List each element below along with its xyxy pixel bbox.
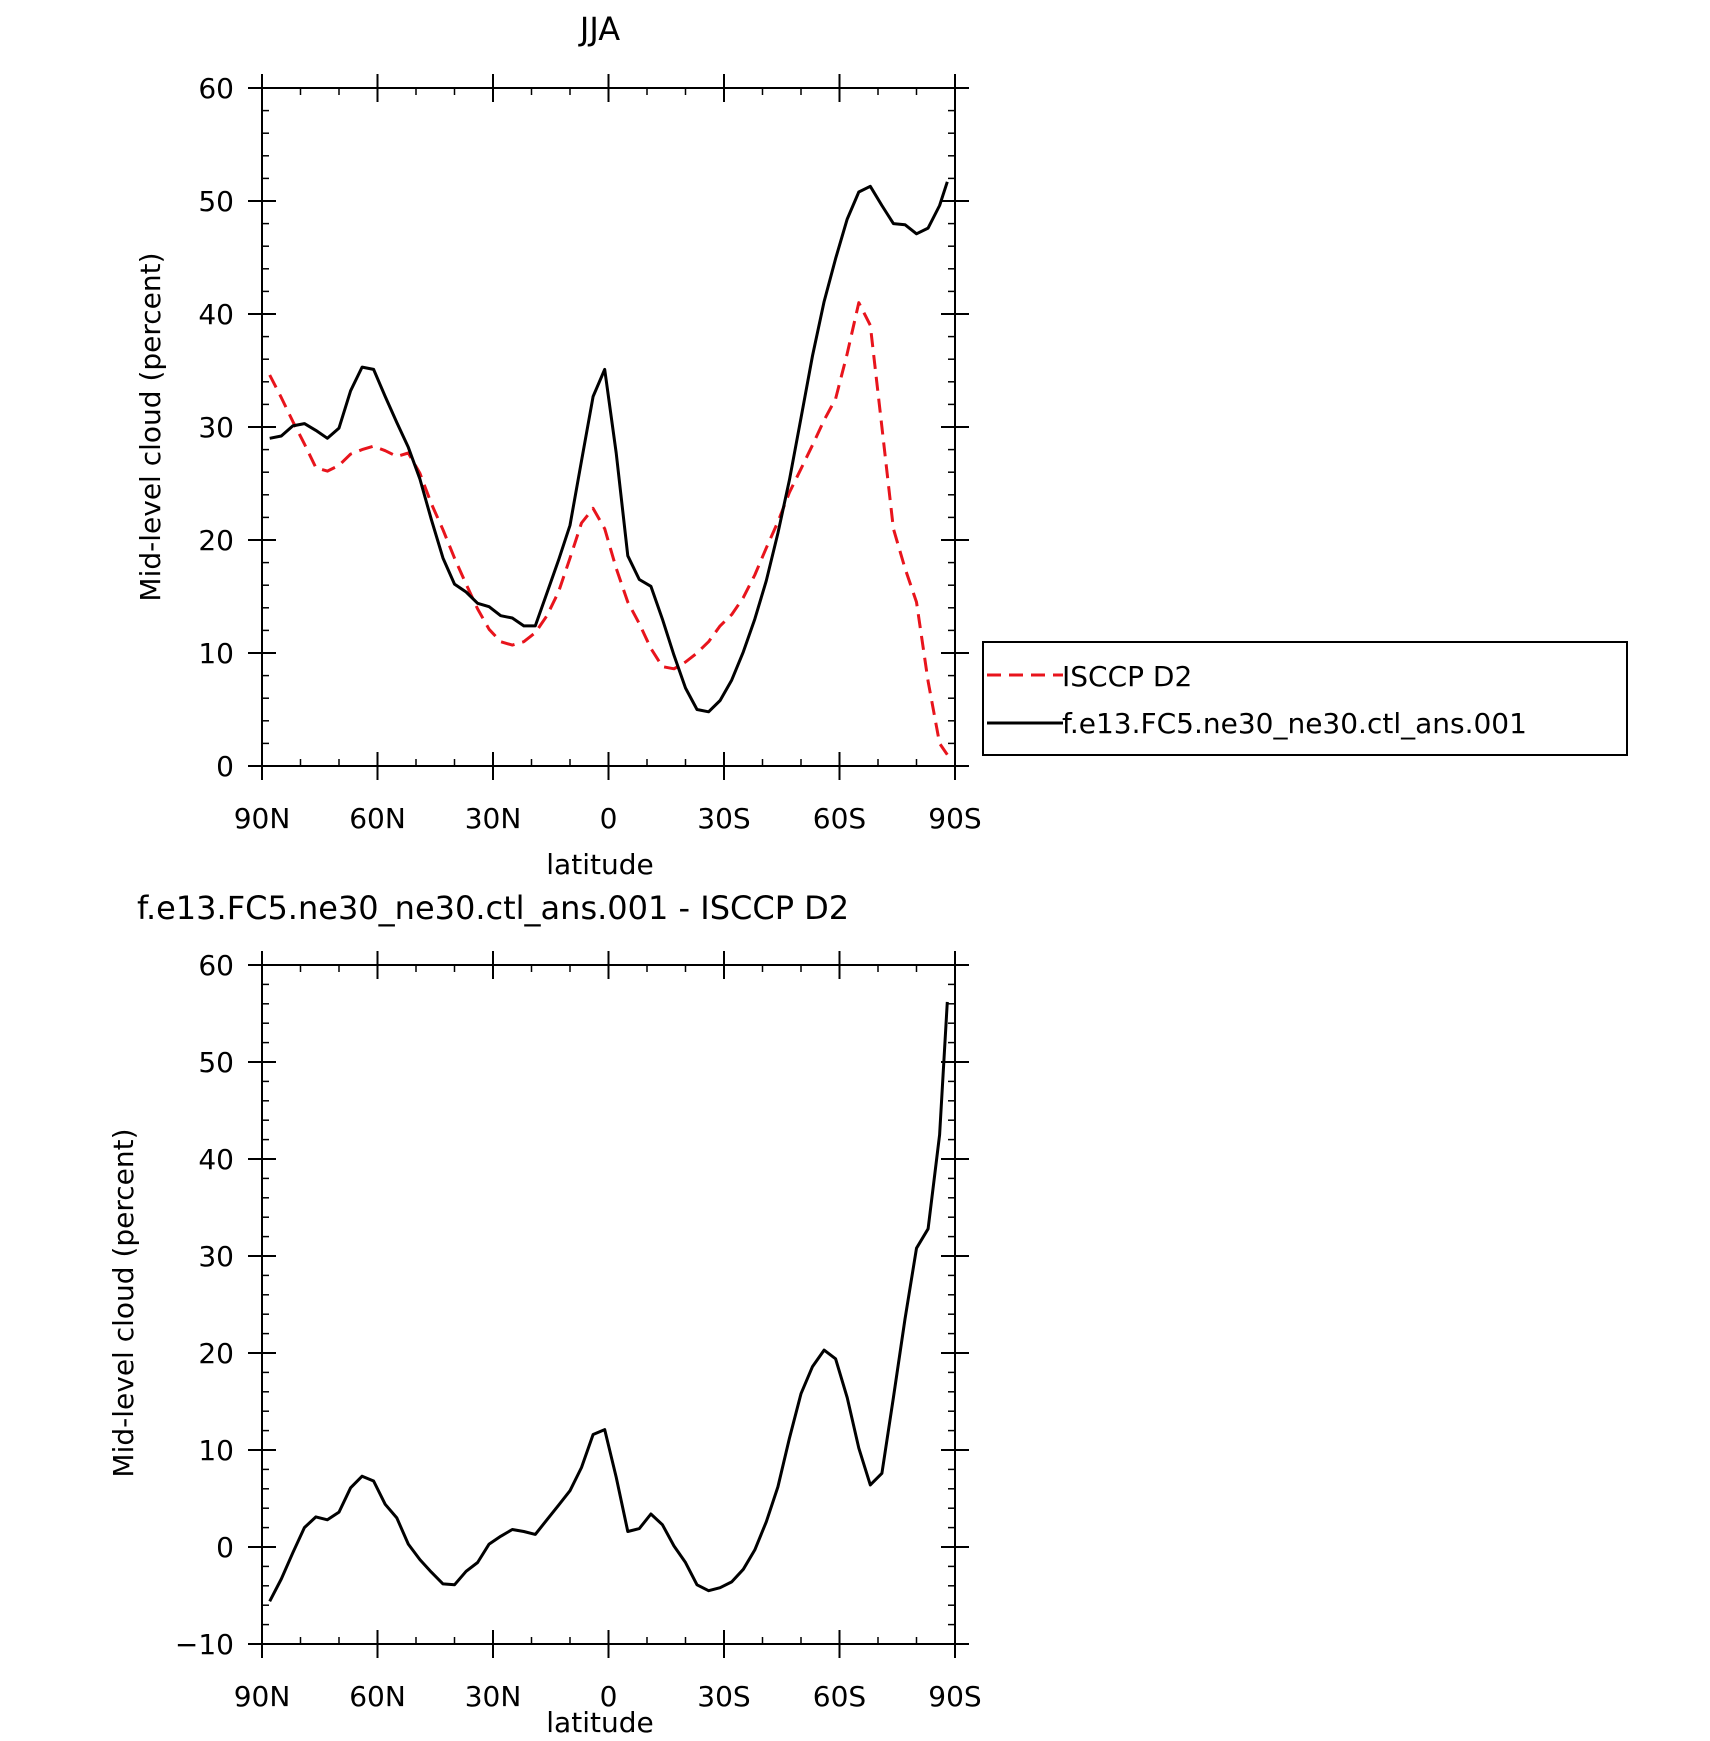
x-tick-label: 30N [465, 1680, 522, 1713]
x-tick-label: 30N [465, 802, 522, 835]
series-line-0 [268, 1001, 949, 1602]
x-tick-label: 0 [600, 1680, 618, 1713]
y-tick-label: 40 [198, 1143, 234, 1176]
y-tick-label: 0 [216, 1531, 234, 1564]
y-tick-label: 10 [198, 637, 234, 670]
bottom-chart-title: f.e13.FC5.ne30_ne30.ctl_ans.001 - ISCCP … [137, 889, 849, 927]
x-tick-label: 90S [928, 802, 981, 835]
legend-label-model: f.e13.FC5.ne30_ne30.ctl_ans.001 [1062, 707, 1527, 740]
top-ticks [248, 74, 969, 780]
bottom-panel: f.e13.FC5.ne30_ne30.ctl_ans.001 - ISCCP … [107, 889, 982, 1739]
x-tick-label: 0 [600, 802, 618, 835]
y-tick-label: 50 [198, 185, 234, 218]
top-chart-title: JJA [578, 10, 620, 48]
bottom-series-group [268, 1001, 949, 1602]
x-tick-label: 30S [697, 1680, 750, 1713]
x-tick-label: 60S [813, 1680, 866, 1713]
series-line-0 [268, 301, 949, 756]
y-tick-label: 60 [198, 949, 234, 982]
bottom-x-axis-label: latitude [546, 1706, 653, 1739]
x-tick-label: 60N [349, 1680, 406, 1713]
x-tick-label: 60N [349, 802, 406, 835]
bottom-ticks [248, 951, 969, 1658]
y-tick-label: 10 [198, 1434, 234, 1467]
top-x-axis-label: latitude [546, 848, 653, 881]
top-y-tick-labels: 0 10 20 30 40 50 60 [198, 72, 234, 783]
bottom-plot-frame [261, 964, 956, 1645]
y-tick-label: 20 [198, 524, 234, 557]
y-tick-label: 30 [198, 411, 234, 444]
top-panel: JJA 0 10 20 30 40 50 60 90N 60N 30N 0 30S 60S 90S la… [134, 10, 982, 881]
y-tick-label: 40 [198, 298, 234, 331]
top-plot-frame [261, 87, 956, 767]
legend: ISCCP D2 f.e13.FC5.ne30_ne30.ctl_ans.001 [982, 641, 1628, 756]
series-line-1 [269, 181, 949, 714]
y-tick-label: 30 [198, 1240, 234, 1273]
bottom-y-tick-labels: −10 0 10 20 30 40 50 60 [175, 949, 234, 1661]
x-tick-label: 90S [928, 1680, 981, 1713]
y-tick-label: −10 [175, 1628, 234, 1661]
x-tick-label: 90N [234, 802, 291, 835]
top-series-group [268, 181, 949, 756]
y-tick-label: 20 [198, 1337, 234, 1370]
legend-box [982, 641, 1628, 756]
bottom-x-tick-labels: 90N 60N 30N 0 30S 60S 90S [234, 1680, 982, 1713]
top-x-tick-labels: 90N 60N 30N 0 30S 60S 90S [234, 802, 982, 835]
legend-label-isccp: ISCCP D2 [1062, 660, 1192, 693]
top-y-axis-label: Mid-level cloud (percent) [134, 252, 167, 601]
y-tick-label: 50 [198, 1046, 234, 1079]
y-tick-label: 60 [198, 72, 234, 105]
y-tick-label: 0 [216, 750, 234, 783]
x-tick-label: 60S [813, 802, 866, 835]
bottom-y-axis-label: Mid-level cloud (percent) [107, 1128, 140, 1477]
x-tick-label: 30S [697, 802, 750, 835]
x-tick-label: 90N [234, 1680, 291, 1713]
